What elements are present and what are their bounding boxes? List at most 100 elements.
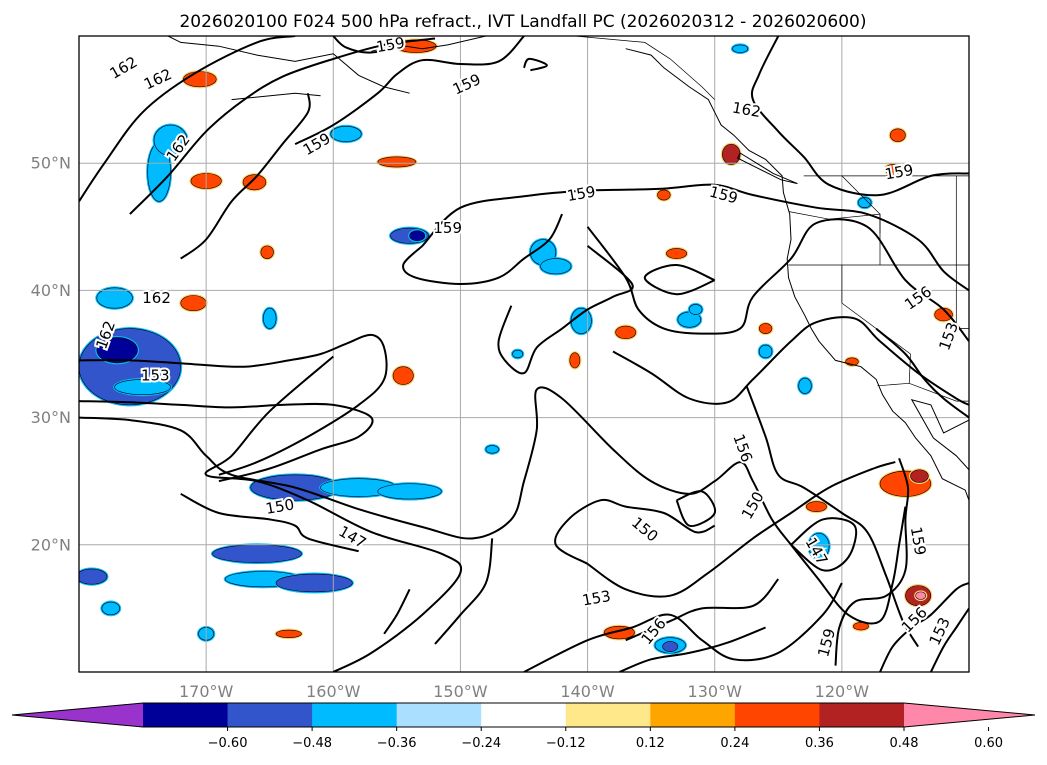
- contour-line-153: [625, 578, 780, 642]
- anomaly-patch: [101, 601, 120, 616]
- coastline: [167, 36, 410, 94]
- lat-tick-label: 40°N: [31, 281, 71, 300]
- anomaly-patch: [263, 307, 277, 329]
- contour-label: 159: [433, 219, 462, 237]
- lon-tick-label: 120°W: [815, 682, 870, 701]
- colorbar-segment: [734, 703, 820, 727]
- contour-line-147: [79, 386, 907, 625]
- colorbar-segment: [481, 703, 567, 727]
- border-line: [955, 265, 969, 329]
- lon-tick-label: 150°W: [433, 682, 488, 701]
- lat-tick-label: 50°N: [31, 154, 71, 173]
- coastline: [736, 152, 798, 185]
- contour-line-153: [643, 263, 716, 296]
- anomaly-patch: [662, 641, 679, 652]
- contour-line-159: [523, 57, 548, 72]
- anomaly-patch: [275, 573, 353, 593]
- anomaly-patch: [212, 544, 302, 563]
- anomaly-patch: [808, 533, 830, 560]
- colorbar-tick-label: 0.36: [805, 736, 834, 751]
- chart-title: 2026020100 F024 500 hPa refract., IVT La…: [179, 12, 866, 32]
- colorbar-segment: [819, 703, 905, 727]
- colorbar-segment: [143, 703, 229, 727]
- colorbar-segment: [396, 703, 482, 727]
- lon-tick-label: 130°W: [688, 682, 743, 701]
- anomaly-patch: [758, 344, 773, 359]
- colorbar-tick-label: −0.48: [292, 736, 332, 751]
- anomaly-patch: [569, 352, 581, 369]
- coastline: [625, 48, 969, 501]
- anomaly-patch: [512, 349, 524, 359]
- lon-tick-label: 160°W: [306, 682, 361, 701]
- anomaly-patch: [540, 258, 572, 275]
- border-line: [841, 265, 911, 384]
- contour-label: 162: [142, 289, 171, 307]
- anomaly-patch: [910, 469, 929, 483]
- coastline: [910, 399, 969, 471]
- colorbar-tick-label: 0.24: [720, 736, 749, 751]
- colorbar-tick-label: −0.60: [208, 736, 248, 751]
- anomaly-patch: [657, 189, 671, 201]
- anomaly-patch: [666, 248, 688, 259]
- anomaly-patch: [485, 445, 499, 454]
- anomaly-patch: [722, 143, 741, 165]
- contour-line-156: [745, 385, 919, 648]
- colorbar-extend-low: [12, 703, 143, 727]
- colorbar-tick-label: 0.60: [974, 736, 1003, 751]
- colorbar-segment: [312, 703, 398, 727]
- contour-line-156: [879, 582, 969, 672]
- contour-line-150: [587, 461, 896, 598]
- anomaly-patch: [153, 124, 188, 156]
- contour-line-162: [129, 37, 436, 215]
- contour-line-159: [421, 183, 969, 292]
- anomaly-patch: [114, 379, 171, 396]
- colorbar-segment: [227, 703, 313, 727]
- anomaly-patch: [915, 591, 927, 600]
- colorbar-tick-label: −0.24: [461, 736, 501, 751]
- anomaly-patch: [858, 197, 872, 209]
- contour-line-147: [790, 517, 858, 572]
- anomaly-patch: [688, 304, 703, 315]
- latitude-tick-labels: 20°N 30°N 40°N 50°N: [31, 154, 71, 555]
- colorbar-tick-label: −0.36: [377, 736, 417, 751]
- anomaly-patch: [180, 295, 207, 312]
- contour-line-153: [619, 626, 766, 672]
- colorbar-segment: [650, 703, 736, 727]
- anomaly-patch: [798, 377, 812, 394]
- colorbar-tick-label: 0.48: [890, 736, 919, 751]
- refractivity-contours: [79, 36, 969, 672]
- contour-line-153: [675, 490, 717, 527]
- anomaly-patch: [182, 71, 217, 88]
- contour-line-159: [79, 36, 296, 202]
- anomaly-patch: [96, 337, 138, 364]
- contour-line-156: [586, 218, 969, 342]
- anomaly-patch: [392, 366, 414, 385]
- colorbar-tick-label: −0.12: [546, 736, 586, 751]
- colorbar-segment: [565, 703, 651, 727]
- anomaly-patch: [260, 245, 274, 259]
- contour-line-159: [834, 457, 910, 666]
- coastline: [371, 36, 487, 52]
- anomaly-patch: [409, 230, 426, 242]
- contour-line-153: [554, 498, 716, 565]
- contour-line-147: [434, 538, 494, 645]
- contour-line-150: [383, 588, 411, 635]
- colorbar-outline: [11, 702, 1036, 728]
- contour-line-150: [79, 400, 374, 483]
- contour-line-153: [79, 333, 388, 476]
- contour-line-159: [294, 36, 525, 145]
- colorbar: [11, 702, 1036, 728]
- lat-tick-label: 20°N: [31, 535, 71, 554]
- colorbar-tick-labels: −0.60 −0.48 −0.36 −0.24 −0.12 0.12 0.24 0.36 0.4…: [208, 727, 1003, 751]
- contour-line-162: [750, 36, 969, 197]
- contour-line-162: [875, 327, 969, 419]
- anomaly-patch: [732, 44, 749, 53]
- anomaly-patch: [377, 156, 417, 168]
- colorbar-tick-label: 0.12: [636, 736, 665, 751]
- lon-tick-label: 140°W: [560, 682, 615, 701]
- coastlines: [167, 36, 969, 501]
- anomaly-patch: [275, 629, 302, 638]
- coastline: [231, 92, 321, 101]
- contour-line-156: [523, 582, 843, 672]
